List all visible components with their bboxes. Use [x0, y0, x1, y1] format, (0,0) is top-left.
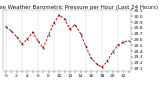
Title: Milwaukee Weather Barometric Pressure per Hour (Last 24 Hours): Milwaukee Weather Barometric Pressure pe… — [0, 5, 158, 10]
